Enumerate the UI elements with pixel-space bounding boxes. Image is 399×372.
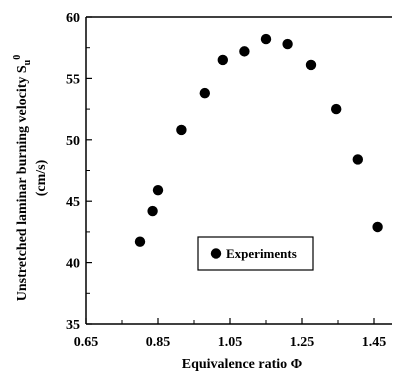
- data-point: [152, 184, 164, 196]
- x-axis-title: Equivalence ratio Φ: [182, 357, 303, 372]
- data-point: [147, 205, 158, 217]
- data-point: [199, 87, 210, 99]
- y-tick-label: 55: [66, 72, 80, 87]
- data-point: [134, 236, 146, 247]
- data-point: [217, 54, 228, 66]
- y-axis-title-units: (cm/s): [34, 159, 49, 196]
- data-point: [239, 46, 250, 57]
- svg-text:Unstretched laminar burning ve: Unstretched laminar burning velocity Su0: [12, 55, 33, 302]
- y-tick-label: 40: [66, 257, 80, 272]
- data-point: [305, 59, 317, 71]
- y-axis-title-subscript: u: [22, 59, 33, 65]
- x-tick-label: 1.05: [218, 335, 243, 350]
- data-point: [260, 33, 272, 45]
- data-point: [352, 154, 363, 165]
- y-tick-label: 50: [66, 134, 80, 149]
- y-tick-label: 60: [66, 11, 80, 26]
- x-tick-label: 0.85: [146, 335, 171, 350]
- y-tick-label: 45: [66, 195, 80, 210]
- legend-marker: [210, 248, 222, 259]
- y-axis-title-main: Unstretched laminar burning velocity S: [15, 65, 30, 301]
- data-point: [282, 38, 293, 50]
- x-tick-label: 1.45: [362, 335, 387, 350]
- data-point: [372, 221, 383, 233]
- y-axis-title-superscript: 0: [12, 55, 23, 60]
- data-point: [331, 103, 342, 115]
- y-axis-title: Unstretched laminar burning velocity Su0…: [12, 55, 49, 302]
- x-tick-label: 1.25: [290, 335, 315, 350]
- data-point: [176, 124, 187, 136]
- legend-label: Experiments: [226, 246, 297, 261]
- x-tick-label: 0.65: [74, 335, 99, 350]
- y-tick-label: 35: [66, 318, 80, 333]
